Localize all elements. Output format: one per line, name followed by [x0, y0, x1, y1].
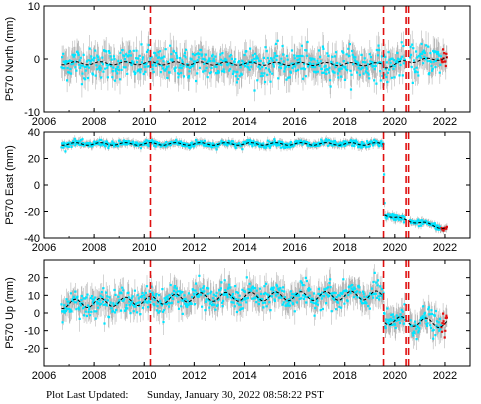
x-tick-label-up-2008: 2008	[82, 370, 106, 382]
x-tick-label-east-2006: 2006	[32, 242, 56, 254]
x-tick-label-up-2012: 2012	[182, 370, 206, 382]
x-tick-label-up-2020: 2020	[383, 370, 407, 382]
footer-label: Plot Last Updated:	[46, 389, 129, 401]
model-line-east	[61, 142, 447, 229]
y-tick-label-up-20: 20	[28, 273, 40, 285]
x-tick-label-north-2008: 2008	[82, 116, 106, 128]
x-tick-label-up-2016: 2016	[282, 370, 306, 382]
y-tick-label-east--40: -40	[24, 233, 40, 245]
x-tick-label-east-2022: 2022	[433, 242, 457, 254]
ylabel-up: P570 Up (mm)	[4, 277, 16, 349]
y-tick-label-north-0: 0	[34, 54, 40, 66]
y-tick-label-north-10: 10	[28, 1, 40, 13]
footer-timestamp: Sunday, January 30, 2022 08:58:22 PST	[147, 389, 324, 401]
x-tick-label-north-2014: 2014	[232, 116, 256, 128]
x-tick-label-north-2010: 2010	[132, 116, 156, 128]
error-bars-up	[61, 264, 448, 350]
model-line-up	[61, 290, 448, 329]
data-points-east	[60, 137, 443, 231]
y-tick-label-up-10: 10	[28, 290, 40, 302]
x-tick-label-east-2016: 2016	[282, 242, 306, 254]
x-tick-label-up-2006: 2006	[32, 370, 56, 382]
y-tick-label-up--20: -20	[24, 343, 40, 355]
x-tick-label-up-2010: 2010	[132, 370, 156, 382]
recent-points-north	[440, 48, 448, 68]
error-bars-east	[61, 135, 448, 235]
plot-area-north	[60, 28, 448, 102]
x-tick-label-east-2010: 2010	[132, 242, 156, 254]
x-tick-label-north-2016: 2016	[282, 116, 306, 128]
x-tick-label-up-2018: 2018	[332, 370, 356, 382]
x-tick-label-east-2018: 2018	[332, 242, 356, 254]
x-tick-label-east-2012: 2012	[182, 242, 206, 254]
x-tick-label-north-2018: 2018	[332, 116, 356, 128]
ylabel-east: P570 East (mm)	[4, 145, 16, 224]
y-tick-label-east-0: 0	[34, 180, 40, 192]
x-tick-label-east-2020: 2020	[383, 242, 407, 254]
y-tick-label-east--20: -20	[24, 207, 40, 219]
x-tick-label-east-2014: 2014	[232, 242, 256, 254]
x-tick-label-east-2008: 2008	[82, 242, 106, 254]
y-tick-label-east-20: 20	[28, 154, 40, 166]
x-tick-label-north-2022: 2022	[433, 116, 457, 128]
model-line-north	[61, 56, 448, 69]
x-tick-label-north-2006: 2006	[32, 116, 56, 128]
x-tick-label-up-2022: 2022	[433, 370, 457, 382]
recent-points-up	[440, 312, 448, 339]
data-points-north	[60, 39, 443, 92]
y-tick-label-up--10: -10	[24, 326, 40, 338]
panel-east: 2006 2008 2010 2012 2014 2016 2018 2020 2022 -40 -…	[4, 127, 471, 254]
panel-up: 2006 2008 2010 2012 2014 2016 2018 2020 2022-20-…	[4, 259, 471, 382]
x-tick-label-north-2020: 2020	[383, 116, 407, 128]
ylabel-north: P570 North (mm)	[4, 17, 16, 101]
x-tick-label-north-2012: 2012	[182, 116, 206, 128]
plot-area-east	[60, 135, 448, 235]
y-tick-label-north--10: -10	[24, 107, 40, 119]
panels: 2006 2008 2010 2012 2014 2016 2018 2020 2022-100…	[4, 1, 471, 382]
y-tick-label-up-0: 0	[34, 308, 40, 320]
plot-area-up	[60, 264, 448, 350]
panel-north: 2006 2008 2010 2012 2014 2016 2018 2020 2022 -10 0…	[4, 1, 471, 128]
x-tick-label-up-2014: 2014	[232, 370, 256, 382]
y-tick-label-east-40: 40	[28, 127, 40, 139]
